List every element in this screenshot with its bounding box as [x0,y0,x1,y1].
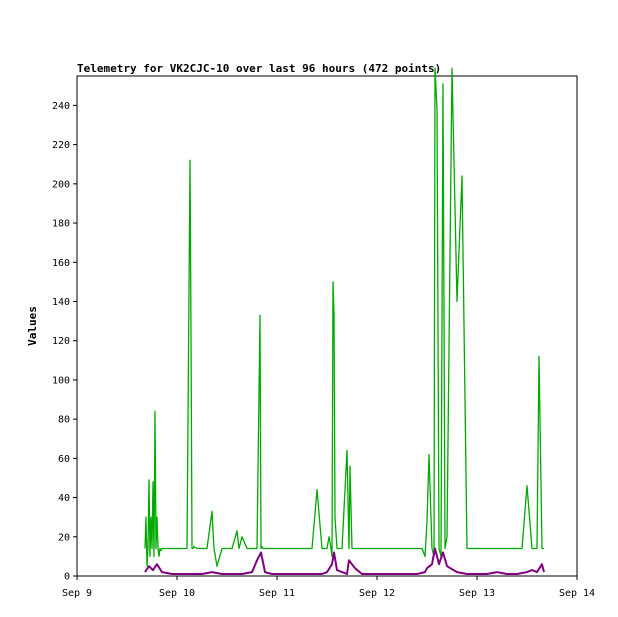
x-axis: Sep 9 Sep 10 Sep 11 Sep 12 Sep 13 Sep 14 [62,576,595,599]
y-tick-label: 100 [52,375,70,386]
x-tick-label: Sep 13 [459,588,495,599]
x-tick-label: Sep 14 [559,588,595,599]
y-tick-label: 20 [58,532,70,543]
x-tick-label: Sep 11 [259,588,295,599]
series-line-2 [144,547,545,575]
y-tick-label: 60 [58,454,70,465]
x-tick-label: Sep 12 [359,588,395,599]
y-tick-label: 160 [52,258,70,269]
y-axis: 0 20 40 60 80 100 120 140 160 180 200 220 240 [52,101,77,583]
y-tick-label: 120 [52,336,70,347]
series-line-1 [144,67,544,567]
series-layer [144,67,545,575]
y-tick-label: 80 [58,415,70,426]
y-tick-label: 200 [52,179,70,190]
y-tick-label: 180 [52,219,70,230]
plot-frame [76,75,578,577]
y-axis-label: Values [26,306,39,346]
x-tick-label: Sep 9 [62,588,92,599]
chart-title: Telemetry for VK2CJC-10 over last 96 hou… [77,62,441,75]
y-tick-label: 240 [52,101,70,112]
y-tick-label: 140 [52,297,70,308]
x-tick-label: Sep 10 [159,588,195,599]
y-tick-label: 0 [64,572,70,583]
y-tick-label: 220 [52,140,70,151]
y-tick-label: 40 [58,493,70,504]
